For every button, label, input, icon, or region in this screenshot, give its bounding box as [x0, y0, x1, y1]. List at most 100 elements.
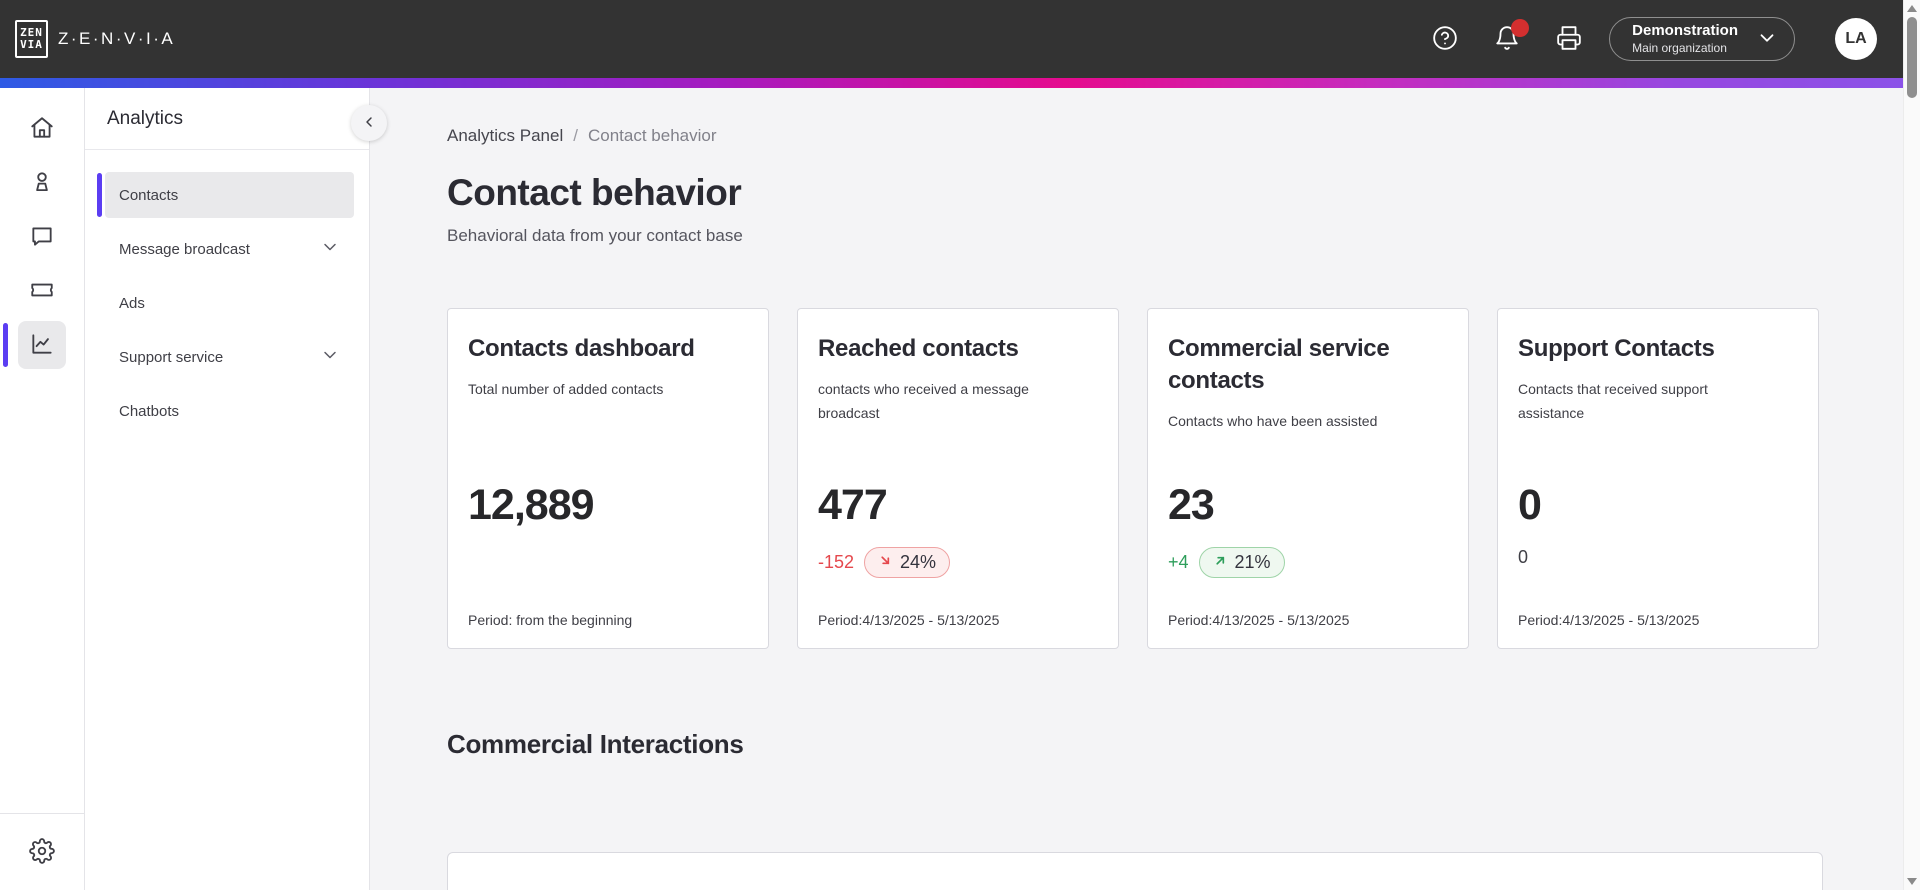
breadcrumb: Analytics Panel / Contact behavior	[447, 126, 1903, 146]
sidebar-item-settings[interactable]	[18, 825, 66, 879]
card-contacts-dashboard: Contacts dashboard Total number of added…	[447, 308, 769, 649]
menu-item-label: Message broadcast	[119, 240, 250, 258]
menu-item-ads[interactable]: Ads	[105, 280, 354, 326]
delta-value: +4	[1168, 552, 1189, 572]
active-indicator-bar	[3, 323, 8, 367]
app-shell: Analytics Contacts Message broadcast	[0, 88, 1903, 890]
card-value: 0	[1518, 481, 1542, 529]
chat-icon	[29, 223, 55, 252]
card-period: Period:4/13/2025 - 5/13/2025	[1518, 612, 1700, 628]
menu-item-support-service[interactable]: Support service	[105, 334, 354, 380]
chevron-down-icon	[320, 345, 340, 369]
breadcrumb-separator: /	[573, 126, 578, 145]
card-delta-row: -152 24%	[818, 547, 951, 578]
card-period: Period:4/13/2025 - 5/13/2025	[1168, 612, 1350, 628]
topbar-actions: Demonstration Main organization LA	[1397, 17, 1877, 61]
card-period: Period: from the beginning	[468, 612, 633, 628]
card-description: Contacts that received support assistanc…	[1518, 381, 1708, 421]
commercial-interactions-card	[447, 852, 1823, 890]
panel-title: Analytics	[107, 107, 184, 129]
chevron-left-icon	[361, 114, 377, 133]
breadcrumb-current: Contact behavior	[587, 126, 717, 145]
avatar[interactable]: LA	[1835, 18, 1877, 60]
card-title: Reached contacts	[818, 335, 1019, 362]
sidebar-item-campaigns[interactable]	[18, 264, 66, 318]
organization-name: Demonstration	[1632, 22, 1738, 40]
delta-value: 0	[1518, 547, 1529, 567]
scrollbar-thumb[interactable]	[1907, 17, 1917, 98]
zenvia-logo: ZEN VIA Z·E·N·V·I·A	[15, 20, 175, 58]
logo-text-top: ZEN	[20, 26, 43, 39]
breadcrumb-analytics-panel[interactable]: Analytics Panel	[447, 126, 564, 145]
card-value: 477	[818, 481, 888, 529]
section-title-commercial-interactions: Commercial Interactions	[447, 729, 744, 759]
card-support-contacts: Support Contacts Contacts that received …	[1497, 308, 1819, 649]
organization-info: Demonstration Main organization	[1632, 22, 1738, 56]
arrow-up-right-icon	[1213, 552, 1228, 573]
card-period: Period:4/13/2025 - 5/13/2025	[818, 612, 1000, 628]
trend-badge-up: 21%	[1198, 547, 1285, 578]
card-reached-contacts: Reached contacts contacts who received a…	[797, 308, 1119, 649]
sidebar-item-home[interactable]	[18, 102, 66, 156]
panel-menu: Contacts Message broadcast Ads Support s…	[85, 150, 369, 434]
bell-icon	[1494, 25, 1520, 54]
page-subtitle: Behavioral data from your contact base	[447, 226, 743, 245]
notification-dot	[1511, 19, 1530, 37]
trend-badge-label: 24%	[900, 552, 937, 572]
scrollbar-up-arrow[interactable]	[1907, 5, 1917, 12]
person-icon	[29, 169, 55, 198]
card-delta-row: +4 21%	[1168, 547, 1285, 578]
active-indicator-bar	[97, 173, 102, 217]
rail-bottom	[0, 813, 84, 890]
menu-item-label: Ads	[119, 294, 145, 312]
brand-name: Z·E·N·V·I·A	[58, 29, 176, 48]
notifications-button[interactable]	[1493, 19, 1530, 54]
card-title: Commercial service contacts	[1168, 335, 1390, 394]
menu-item-label: Support service	[119, 348, 224, 366]
sidebar-item-analytics[interactable]	[3, 318, 66, 372]
menu-item-message-broadcast[interactable]: Message broadcast	[105, 226, 354, 272]
home-icon	[29, 115, 55, 144]
chevron-down-icon	[1756, 27, 1778, 52]
chevron-down-icon	[320, 237, 340, 261]
brand-gradient-bar	[0, 78, 1903, 88]
card-commercial-service-contacts: Commercial service contacts Contacts who…	[1147, 308, 1469, 649]
card-description: contacts who received a message broadcas…	[818, 381, 1029, 421]
card-title: Contacts dashboard	[468, 335, 695, 362]
menu-item-contacts[interactable]: Contacts	[97, 172, 354, 218]
gear-icon	[29, 837, 55, 867]
trend-badge-down: 24%	[864, 547, 951, 578]
ticket-icon	[29, 277, 55, 306]
avatar-initials: LA	[1845, 30, 1867, 47]
analytics-panel: Analytics Contacts Message broadcast	[85, 88, 387, 890]
help-button[interactable]	[1431, 25, 1459, 53]
menu-item-chatbots[interactable]: Chatbots	[105, 388, 354, 434]
scrollbar-down-arrow[interactable]	[1907, 878, 1917, 885]
card-value: 12,889	[468, 481, 595, 529]
sidebar-item-contacts[interactable]	[18, 156, 66, 210]
sidebar-item-conversations[interactable]	[18, 210, 66, 264]
main-content: Analytics Panel / Contact behavior Conta…	[370, 88, 1903, 890]
icon-rail	[0, 88, 85, 890]
card-description: Contacts who have been assisted	[1168, 413, 1378, 429]
logo-text-bottom: VIA	[20, 38, 43, 51]
card-description: Total number of added contacts	[468, 381, 664, 397]
card-title: Support Contacts	[1518, 335, 1715, 362]
kpi-cards-row: Contacts dashboard Total number of added…	[447, 308, 1903, 649]
trend-badge-label: 21%	[1234, 552, 1271, 572]
panel-header: Analytics	[85, 88, 369, 150]
collapse-panel-button[interactable]	[351, 105, 387, 141]
help-icon	[1432, 25, 1458, 54]
menu-item-label: Chatbots	[119, 402, 180, 420]
card-delta-row: 0	[1518, 547, 1528, 568]
zenvia-logo-icon: ZEN VIA	[15, 20, 48, 58]
vertical-scrollbar	[1903, 0, 1920, 890]
organization-switcher[interactable]: Demonstration Main organization	[1609, 17, 1795, 61]
line-chart-icon	[29, 331, 55, 360]
topbar: ZEN VIA Z·E·N·V·I·A	[0, 0, 1903, 78]
print-button[interactable]	[1555, 25, 1583, 53]
organization-subtitle: Main organization	[1632, 40, 1727, 55]
menu-item-label: Contacts	[119, 186, 179, 204]
active-indicator-bg	[18, 321, 66, 369]
printer-icon	[1556, 25, 1582, 54]
